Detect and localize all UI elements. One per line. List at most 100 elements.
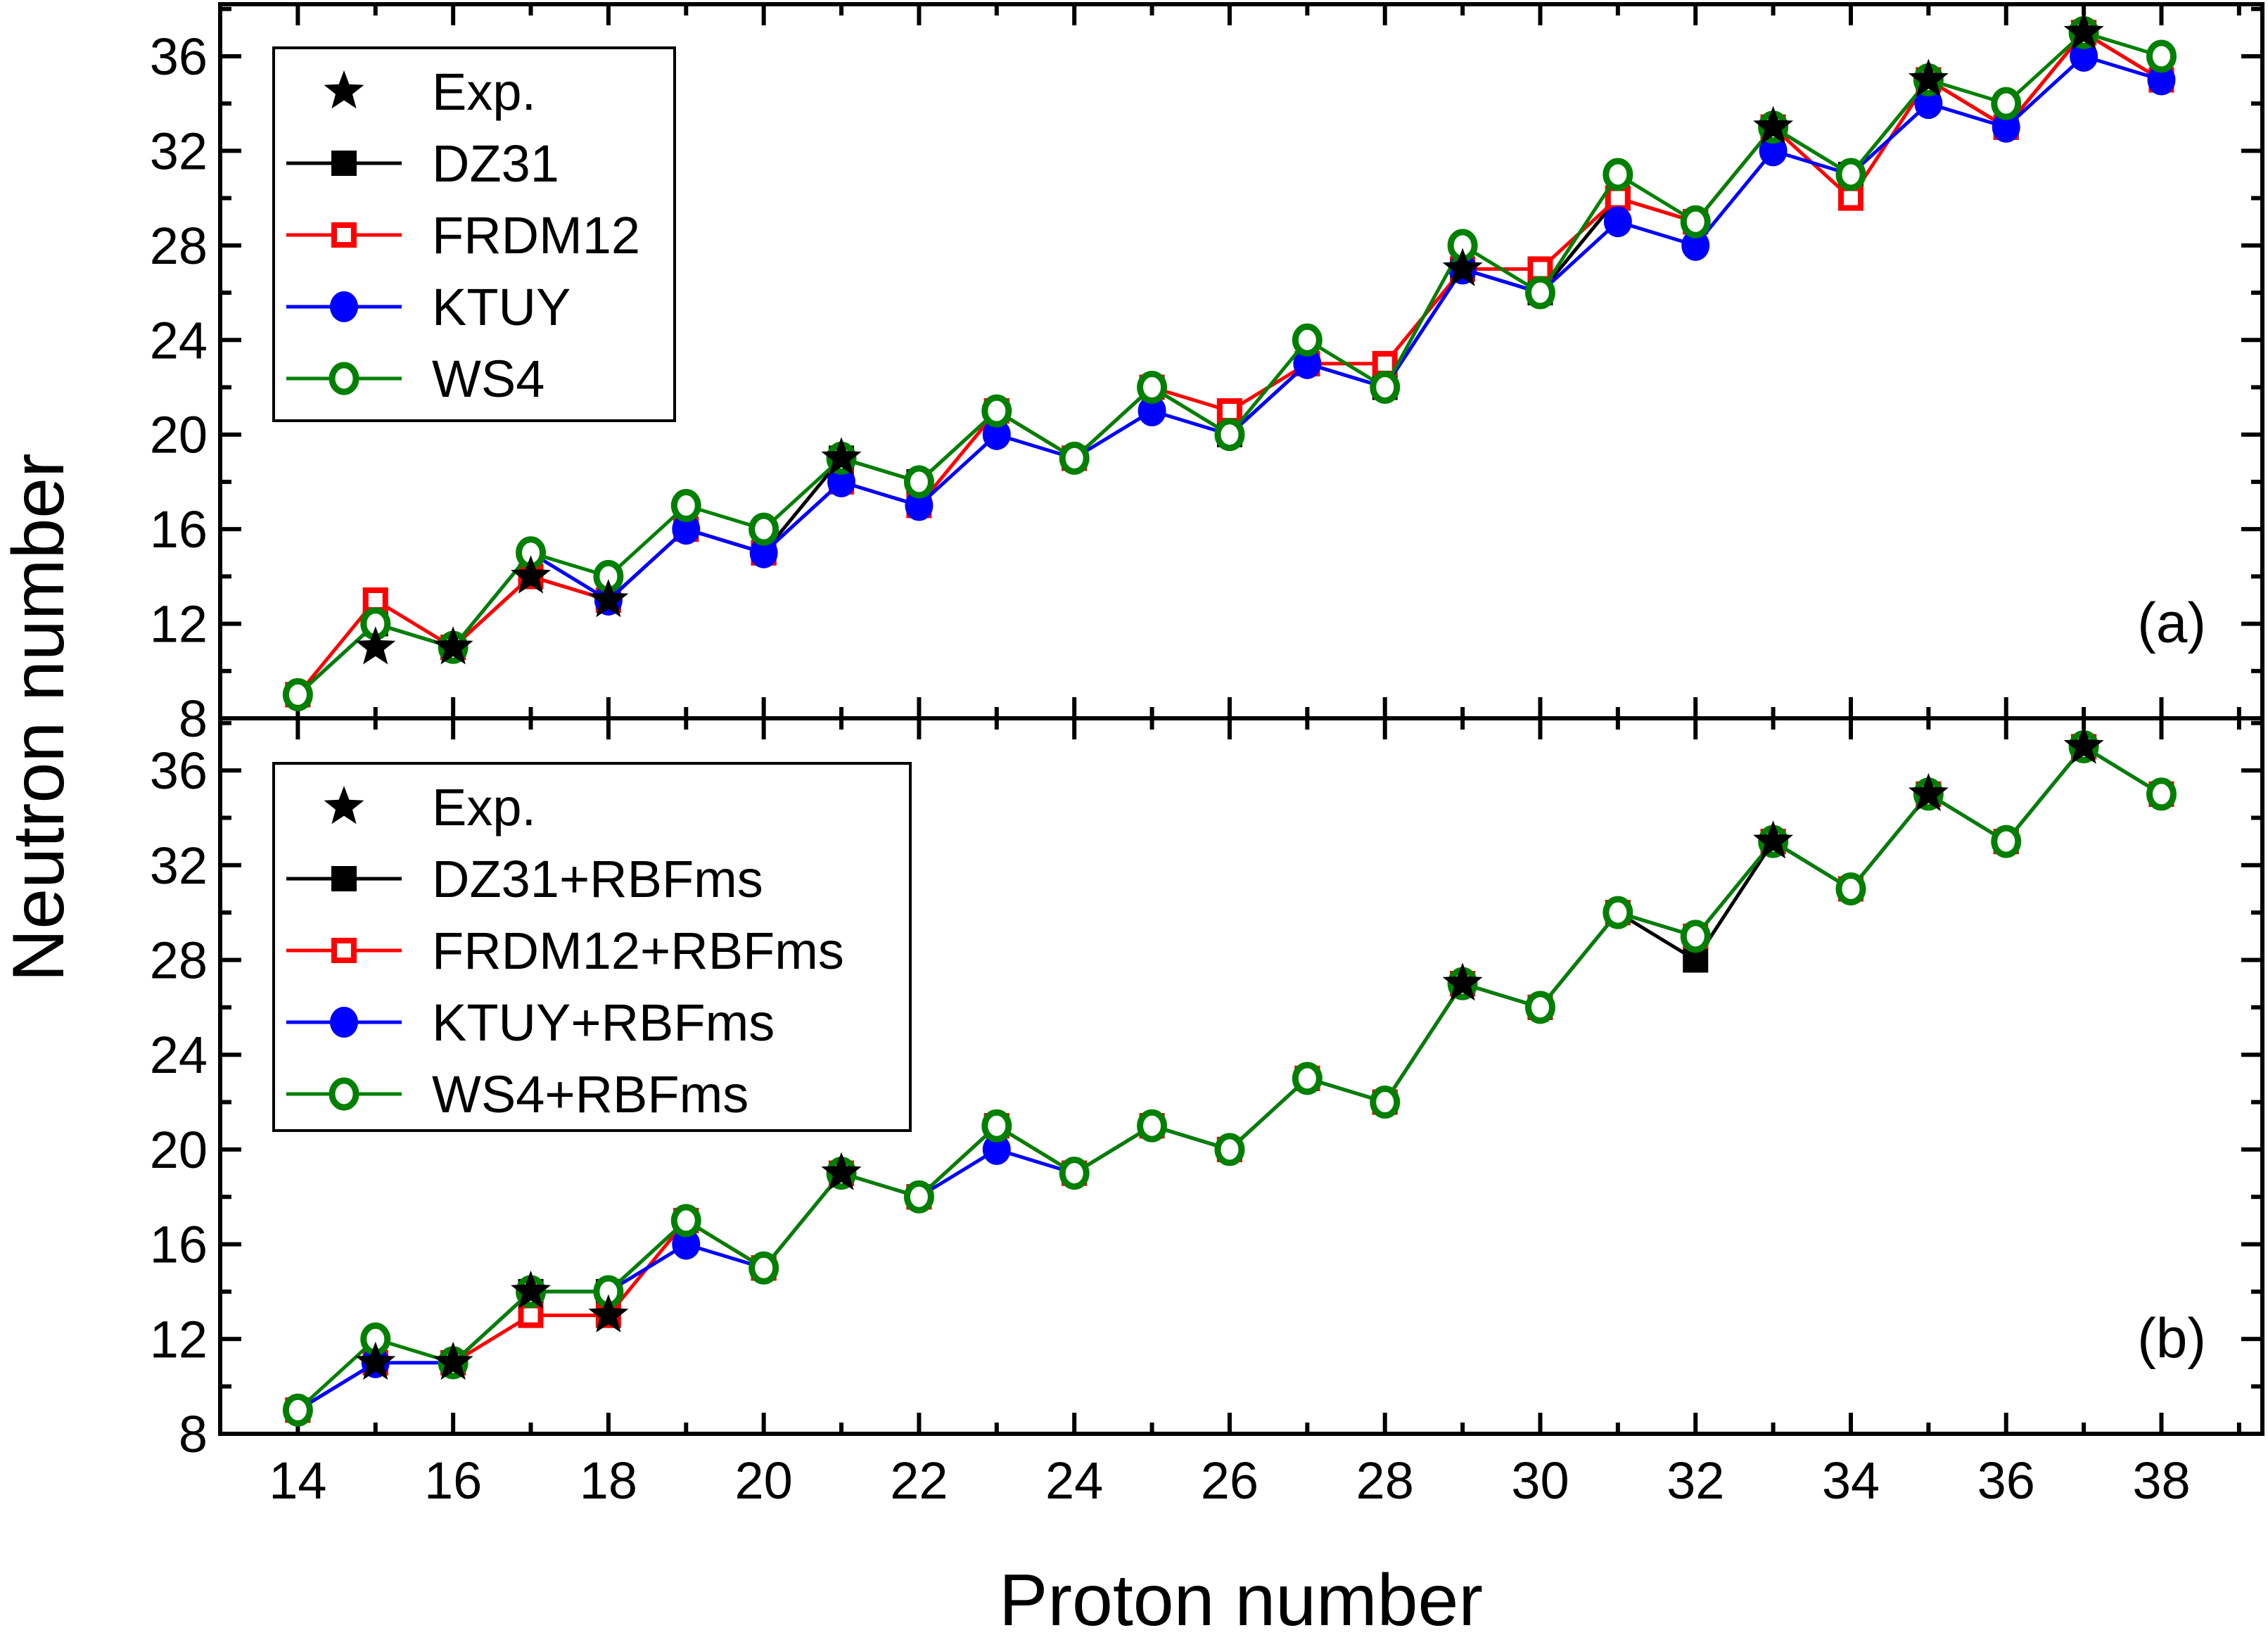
data-point	[355, 626, 396, 665]
y-tick-label: 12	[150, 1310, 208, 1368]
data-point	[1137, 370, 1168, 404]
legend-label: KTUY	[432, 278, 571, 336]
data-point	[1835, 872, 1866, 905]
data-point	[749, 537, 778, 568]
data-point	[1524, 276, 1555, 310]
data-point	[1216, 398, 1242, 424]
x-tick-label: 24	[1045, 1451, 1103, 1510]
data-point	[1292, 1062, 1323, 1095]
data-point	[1442, 248, 1483, 286]
panel-label: (b)	[2137, 1306, 2206, 1369]
data-point	[1681, 229, 1710, 261]
data-point	[2063, 11, 2104, 50]
data-point	[1137, 1109, 1168, 1143]
x-tick-label: 34	[1822, 1451, 1880, 1510]
data-point	[1138, 395, 1166, 427]
legend-marker-square-filled-icon	[331, 151, 357, 176]
series-exp-	[355, 725, 2104, 1380]
data-point	[1759, 135, 1788, 167]
x-tick-label: 22	[890, 1451, 948, 1510]
data-point	[588, 579, 629, 618]
data-point	[282, 677, 313, 711]
data-point	[672, 1228, 701, 1260]
legend-marker-star-icon	[324, 70, 364, 109]
data-point	[1059, 1157, 1090, 1190]
data-point	[1908, 772, 1949, 811]
y-tick-label: 32	[150, 836, 208, 895]
data-point	[1370, 370, 1401, 404]
data-point	[1753, 820, 1794, 859]
data-point	[2070, 40, 2098, 72]
data-point	[588, 1294, 629, 1332]
legend-marker-square-filled-icon	[331, 866, 357, 891]
data-point	[1372, 350, 1398, 376]
data-point	[821, 1152, 862, 1190]
legend-marker-star-icon	[324, 786, 364, 825]
data-point	[1914, 88, 1943, 120]
data-point	[1527, 256, 1553, 282]
legend-label: FRDM12+RBFms	[432, 922, 844, 980]
legend-marker-circle-filled-icon	[330, 291, 358, 322]
x-tick-label: 16	[424, 1451, 482, 1510]
x-tick-label: 20	[735, 1451, 793, 1510]
data-point	[981, 394, 1012, 428]
data-point	[981, 1109, 1012, 1143]
data-point	[1680, 920, 1711, 953]
legend-box	[272, 762, 912, 1132]
y-tick-label: 36	[150, 27, 208, 86]
data-point	[1991, 825, 2022, 858]
y-axis-title: Neutron number	[0, 453, 79, 982]
legend: Exp. DZ31 FRDM12 KTUY WS4	[272, 46, 676, 422]
legend-label: FRDM12	[432, 206, 640, 265]
y-tick-label: 28	[150, 217, 208, 275]
legend-marker-square-open-icon	[331, 222, 357, 248]
data-point	[1680, 205, 1711, 238]
data-point	[1837, 185, 1864, 211]
x-tick-label: 36	[1977, 1451, 2035, 1510]
data-point	[1524, 991, 1555, 1024]
data-point	[1603, 896, 1633, 929]
data-point	[2146, 777, 2177, 811]
panel-b: 14 16 18 20 22 24 26 28 30 32 34 36 38 8 12 16 20 24 28 32 3…	[150, 716, 2264, 1510]
y-tick-label: 36	[150, 742, 208, 800]
data-point	[433, 626, 473, 665]
legend: Exp. DZ31+RBFms FRDM12+RBFms KTUY+RBFms WS4+…	[272, 762, 912, 1132]
data-point	[1991, 87, 2022, 120]
data-point	[2146, 39, 2177, 73]
y-tick-label: 20	[150, 1121, 208, 1179]
data-point	[827, 466, 856, 497]
data-point	[672, 514, 701, 545]
y-tick-label: 32	[150, 122, 208, 180]
data-point	[982, 1133, 1011, 1165]
data-point	[1908, 58, 1949, 97]
x-tick-label: 38	[2132, 1451, 2190, 1510]
data-point	[1293, 348, 1322, 379]
y-tick-label: 20	[150, 406, 208, 464]
legend-label: WS4	[432, 350, 544, 408]
legend-label: WS4+RBFms	[432, 1065, 748, 1124]
data-point	[1992, 111, 2020, 143]
data-point	[821, 437, 862, 476]
legend-marker-circle-filled-icon	[330, 1007, 358, 1038]
data-point	[1442, 962, 1483, 1001]
data-point	[1603, 206, 1632, 238]
legend-label: DZ31+RBFms	[432, 850, 763, 908]
data-point	[1214, 418, 1245, 452]
data-point	[511, 555, 552, 594]
data-point	[982, 419, 1011, 450]
data-point	[1753, 106, 1794, 144]
data-point	[355, 1342, 396, 1380]
data-point	[1292, 323, 1323, 357]
data-point	[1059, 441, 1090, 475]
y-tick-label: 16	[150, 1216, 208, 1274]
x-tick-label: 14	[269, 1451, 326, 1510]
data-point	[1603, 158, 1633, 191]
x-tick-label: 28	[1356, 1451, 1414, 1510]
y-tick-label: 24	[150, 311, 208, 369]
x-tick-label: 30	[1511, 1451, 1569, 1510]
legend-marker-circle-open-icon	[329, 362, 359, 395]
data-point	[1835, 158, 1866, 191]
y-tick-label: 8	[179, 1405, 208, 1463]
data-point	[518, 1302, 544, 1328]
